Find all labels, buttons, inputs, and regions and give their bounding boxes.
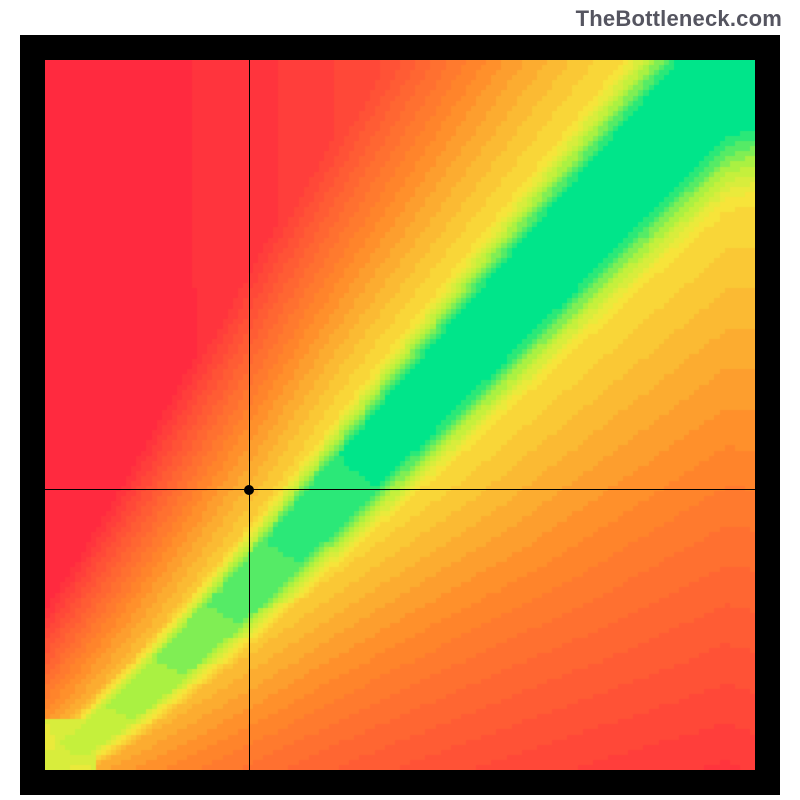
crosshair-vertical [249, 60, 250, 770]
crosshair-horizontal [45, 489, 755, 490]
heatmap-canvas [45, 60, 755, 770]
watermark-text: TheBottleneck.com [576, 6, 782, 32]
chart-container: TheBottleneck.com [0, 0, 800, 800]
